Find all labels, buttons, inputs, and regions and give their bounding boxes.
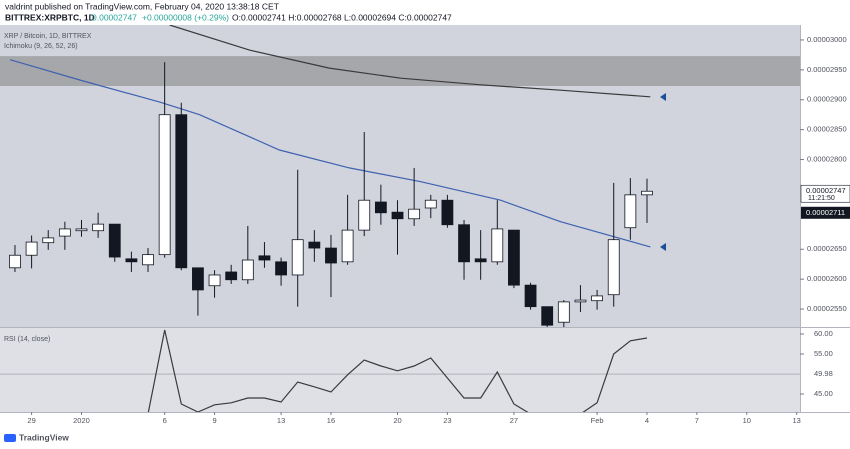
- candle-body: [491, 228, 504, 263]
- x-tick-label: 7: [695, 416, 699, 425]
- x-tick-label: 13: [277, 416, 285, 425]
- line: [9, 59, 651, 248]
- x-tick-label: 10: [743, 416, 751, 425]
- line: [147, 329, 648, 412]
- candle-body: [358, 199, 371, 231]
- price-tag-label: 0.00002747: [806, 186, 846, 195]
- change: +0.00000008 (+0.29%): [142, 12, 229, 22]
- x-tick-label: Feb: [591, 416, 604, 425]
- y-tick-label: 0.00003000: [807, 35, 847, 44]
- candle-body: [624, 194, 637, 229]
- y-tick-label: 55.00: [814, 349, 833, 358]
- level-label: 49.98: [814, 369, 833, 378]
- candle-body: [557, 301, 570, 323]
- candle-body: [241, 259, 254, 281]
- arrow-marker: [660, 243, 666, 251]
- candle-body: [192, 267, 204, 291]
- y-tick-label: 45.00: [814, 389, 833, 398]
- x-tick-label: 23: [443, 416, 451, 425]
- candle-body: [474, 258, 487, 263]
- logo-icon: [4, 434, 16, 442]
- y-tick-label: 0.00002600: [807, 274, 847, 283]
- candle-body: [325, 247, 337, 264]
- candle-body: [308, 241, 321, 249]
- candle-body: [158, 114, 171, 256]
- candle-body: [208, 274, 221, 287]
- y-tick-label: 60.00: [814, 329, 833, 338]
- candle-body: [258, 255, 271, 261]
- y-tick-label: 0.00002950: [807, 65, 847, 74]
- x-tick-label: 27: [510, 416, 518, 425]
- y-tick-label: 0.00002800: [807, 155, 847, 164]
- candle-body: [408, 208, 421, 220]
- candle-body: [391, 211, 404, 220]
- candle-body: [441, 199, 454, 226]
- logo: TradingView: [4, 432, 69, 442]
- y-tick-label: 0.00002900: [807, 95, 847, 104]
- candle-body: [225, 271, 238, 281]
- candle-body: [108, 223, 121, 258]
- y-tick-label: 0.00002650: [807, 244, 847, 253]
- indicator-label: Ichimoku (9, 26, 52, 26): [4, 43, 78, 50]
- y-tick-label: 0.00002850: [807, 125, 847, 134]
- candle-body: [574, 299, 587, 303]
- marker-tag: [801, 206, 850, 219]
- x-tick-label: 9: [212, 416, 216, 425]
- candle-body: [341, 229, 354, 263]
- candle-body: [92, 223, 105, 232]
- candle-body: [75, 228, 88, 232]
- candle-body: [641, 190, 653, 196]
- publisher: valdrint published on TradingView.com, F…: [5, 1, 279, 11]
- last-price: 0.00002747: [92, 12, 137, 22]
- candle-body: [142, 254, 154, 266]
- marker-tag-label: 0.00002711: [806, 208, 845, 217]
- candle-body: [458, 224, 470, 263]
- candle-body: [291, 239, 304, 276]
- candle-body: [374, 201, 387, 214]
- candle-body: [58, 228, 71, 237]
- candle-body: [424, 199, 437, 209]
- x-tick-label: 13: [793, 416, 801, 425]
- candle-body: [25, 241, 38, 256]
- y-tick-label: 0.00002550: [807, 304, 847, 313]
- x-tick-label: 20: [393, 416, 401, 425]
- x-tick-label: 16: [327, 416, 335, 425]
- main-plot: [0, 25, 800, 327]
- candle-body: [175, 114, 188, 269]
- candle-body: [607, 239, 620, 296]
- x-tick-label: 2020: [73, 416, 90, 425]
- footer-brand: TradingView: [19, 432, 69, 442]
- candle-body: [275, 261, 287, 276]
- ohlc: O:0.00002741 H:0.00002768 L:0.00002694 C…: [232, 12, 452, 22]
- x-tick-label: 29: [27, 416, 35, 425]
- candle-body: [9, 254, 21, 269]
- price-tag: [800, 184, 850, 203]
- candle-body: [125, 258, 138, 263]
- rsi-plot: [0, 329, 800, 412]
- pane-title: XRP / Bitcoin, 1D, BITTREX: [4, 33, 92, 40]
- candle-body: [591, 295, 603, 302]
- zone: [0, 56, 800, 86]
- overlay-labels: 0.00003000 0.00002950 0.00002900 0.00002850…: [27, 35, 850, 425]
- timer: 11:21:50: [808, 195, 835, 202]
- arrow-marker: [660, 93, 666, 101]
- line: [169, 25, 651, 98]
- candle-body: [508, 229, 520, 286]
- rsi-label: RSI (14, close): [4, 336, 50, 343]
- level-tag: [801, 368, 850, 381]
- candle-body: [42, 237, 55, 244]
- candle-body: [541, 306, 554, 326]
- symbol: BITTREX:XRPBTC, 1D: [5, 12, 95, 22]
- x-tick-label: 4: [645, 416, 649, 425]
- x-tick-label: 6: [163, 416, 167, 425]
- candle-body: [524, 284, 537, 308]
